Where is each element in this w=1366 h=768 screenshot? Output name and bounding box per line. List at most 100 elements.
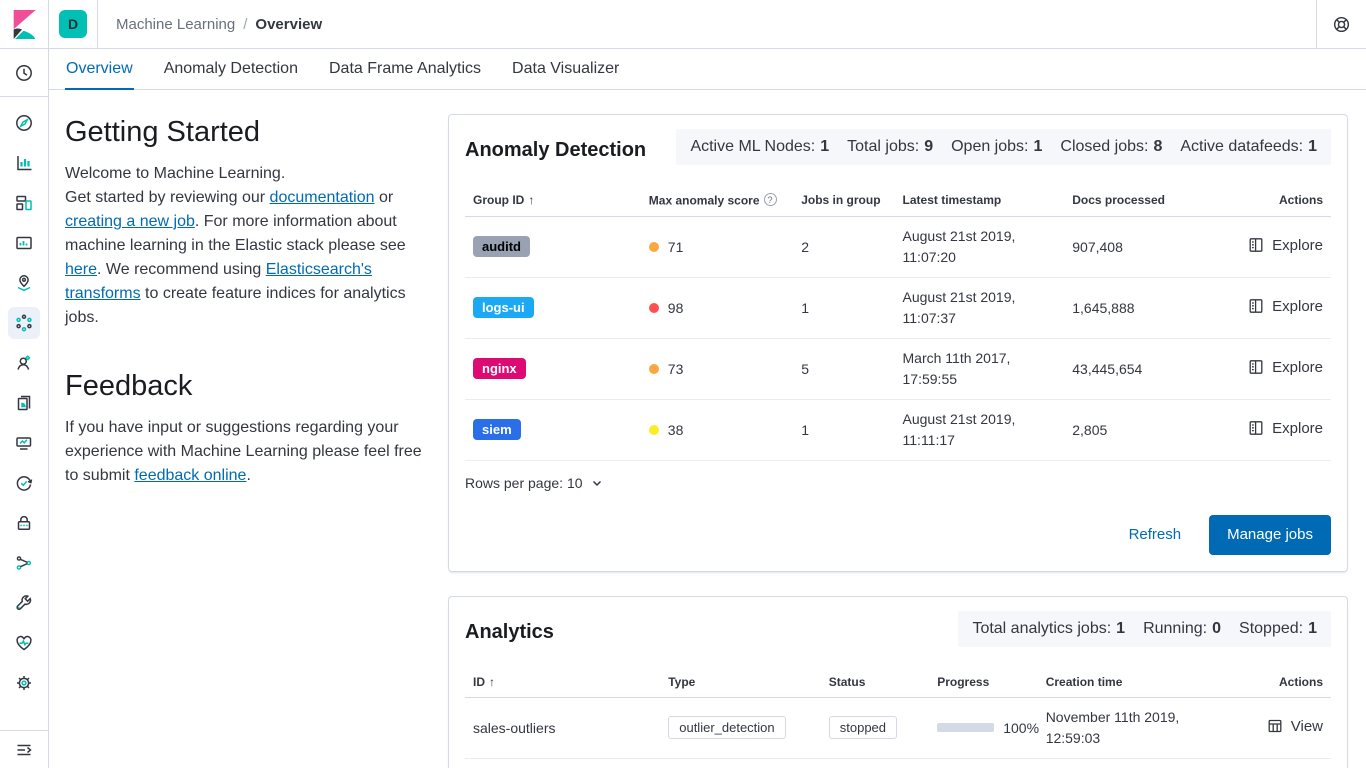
feedback-paragraph: If you have input or suggestions regardi…	[65, 419, 422, 484]
col-actions: Actions	[1228, 185, 1331, 217]
maps-icon[interactable]	[8, 267, 40, 299]
rows-per-page-selector[interactable]: Rows per page: 10	[465, 475, 604, 491]
kibana-logo[interactable]	[0, 0, 49, 48]
metrics-icon[interactable]	[8, 427, 40, 459]
col-group-id[interactable]: Group ID ↑	[465, 185, 641, 217]
side-navigation	[0, 49, 49, 768]
explore-button[interactable]: Explore	[1248, 359, 1323, 376]
sort-up-icon: ↑	[489, 674, 495, 689]
creation-date: November 11th 2019,	[1045, 708, 1180, 725]
docs-processed: 2,805	[1064, 399, 1229, 461]
refresh-button[interactable]: Refresh	[1128, 526, 1182, 543]
collapse-menu-icon[interactable]	[8, 734, 40, 766]
sort-up-icon: ↑	[528, 193, 535, 208]
top-bar: D Machine Learning / Overview	[0, 0, 1366, 49]
docs-processed: 1,645,888	[1064, 277, 1229, 339]
timestamp-time: 11:11:17	[902, 431, 955, 448]
col-creation-time[interactable]: Creation time	[1037, 666, 1229, 698]
text-link[interactable]: feedback online	[134, 467, 247, 484]
col-docs-processed[interactable]: Docs processed	[1064, 185, 1229, 217]
canvas-icon[interactable]	[8, 227, 40, 259]
severity-dot-icon	[648, 241, 659, 252]
text-link[interactable]: creating a new job	[65, 213, 195, 230]
graph-user-icon[interactable]	[8, 347, 40, 379]
apm-nodes-icon[interactable]	[8, 547, 40, 579]
chevron-down-icon	[592, 480, 601, 486]
col-actions: Actions	[1228, 666, 1331, 698]
group-badge[interactable]: auditd	[473, 236, 530, 257]
stat-item: Total analytics jobs: 1	[972, 619, 1126, 637]
text-link[interactable]: Elasticsearch's transforms	[65, 261, 372, 302]
uptime-icon[interactable]	[8, 467, 40, 499]
timestamp-date: August 21st 2019,	[902, 227, 1016, 244]
view-button[interactable]: View	[1267, 718, 1323, 735]
col-status[interactable]: Status	[820, 666, 930, 698]
management-gear-icon[interactable]	[8, 667, 40, 699]
explore-button[interactable]: Explore	[1248, 237, 1323, 254]
analytics-panel: Analytics Total analytics jobs: 1 Running…	[448, 595, 1348, 768]
col-jobs-in-group[interactable]: Jobs in group	[793, 185, 895, 217]
stat-item: Active ML Nodes: 1	[690, 138, 830, 155]
discover-compass-icon[interactable]	[8, 107, 40, 139]
table-row: auditd 71 2 August 21st 2019, 11:07:20 90…	[465, 216, 1331, 278]
breadcrumb-current: Overview	[255, 15, 323, 33]
getting-started-intro: Welcome to Machine Learning.	[65, 165, 286, 182]
jobs-in-group: 5	[793, 338, 895, 400]
recent-section	[0, 49, 48, 97]
tab[interactable]: Anomaly Detection	[163, 59, 298, 77]
visualize-chart-icon[interactable]	[8, 147, 40, 179]
stat-item: Open jobs: 1	[951, 138, 1043, 155]
table-row: nginx 73 5 March 11th 2017, 17:59:55 43,4…	[465, 338, 1331, 400]
tab[interactable]: Data Visualizer	[512, 59, 620, 77]
breadcrumb-parent[interactable]: Machine Learning	[116, 15, 236, 33]
tab[interactable]: Overview	[65, 49, 134, 90]
severity-dot-icon	[648, 363, 659, 374]
manage-jobs-button[interactable]: Manage jobs	[1209, 514, 1331, 555]
jobs-in-group: 1	[793, 399, 895, 461]
tab[interactable]: Data Frame Analytics	[328, 59, 482, 77]
dev-tools-wrench-icon[interactable]	[8, 587, 40, 619]
explore-icon	[1249, 421, 1263, 436]
view-table-icon	[1268, 720, 1282, 733]
dashboard-icon[interactable]	[8, 187, 40, 219]
anomaly-jobs-table: Group ID ↑ Max anomaly score? Jobs in gro…	[465, 185, 1331, 461]
stat-item: Active datafeeds: 1	[1180, 138, 1317, 155]
analytics-job-id: sales-outliers	[465, 697, 661, 759]
explore-button[interactable]: Explore	[1248, 420, 1323, 437]
logs-pages-icon[interactable]	[8, 387, 40, 419]
group-badge[interactable]: nginx	[473, 358, 526, 379]
col-latest-timestamp[interactable]: Latest timestamp	[894, 185, 1065, 217]
recent-clock-icon[interactable]	[8, 57, 40, 89]
explore-icon	[1249, 360, 1263, 375]
creation-time: 12:59:03	[1045, 729, 1101, 746]
anomaly-stats-bar: Active ML Nodes: 1 Total jobs: 9 Open jobs…	[676, 129, 1331, 165]
timestamp-time: 17:59:55	[902, 370, 958, 387]
security-lock-icon[interactable]	[8, 507, 40, 539]
group-badge[interactable]: logs-ui	[473, 297, 534, 318]
text-link[interactable]: documentation	[269, 189, 375, 206]
app-icons	[0, 97, 48, 730]
machine-learning-icon[interactable]	[8, 307, 40, 339]
text-link[interactable]: here	[65, 261, 98, 278]
help-icon[interactable]	[1332, 15, 1351, 34]
analytics-jobs-table: ID ↑ Type Status Progress Creation time A…	[465, 666, 1331, 759]
kibana-logo-icon	[13, 9, 36, 39]
explore-icon	[1249, 299, 1263, 314]
space-avatar[interactable]: D	[59, 10, 87, 38]
overview-content: Getting Started Welcome to Machine Learn…	[49, 90, 1366, 768]
collapse-section	[0, 730, 48, 768]
topbar-right	[1316, 0, 1366, 48]
col-max-anomaly-score[interactable]: Max anomaly score?	[640, 185, 794, 217]
col-type[interactable]: Type	[660, 666, 821, 698]
timestamp-time: 11:07:20	[902, 248, 956, 265]
jobs-in-group: 1	[793, 277, 895, 339]
getting-started-title: Getting Started	[65, 116, 261, 148]
col-progress[interactable]: Progress	[929, 666, 1038, 698]
col-id[interactable]: ID ↑	[465, 666, 661, 698]
stack-monitoring-heart-icon[interactable]	[8, 627, 40, 659]
stat-item: Closed jobs: 8	[1060, 138, 1163, 155]
group-badge[interactable]: siem	[473, 419, 521, 440]
timestamp-time: 11:07:37	[902, 309, 956, 326]
progress-percent: 100%	[1003, 719, 1040, 736]
explore-button[interactable]: Explore	[1248, 298, 1323, 315]
